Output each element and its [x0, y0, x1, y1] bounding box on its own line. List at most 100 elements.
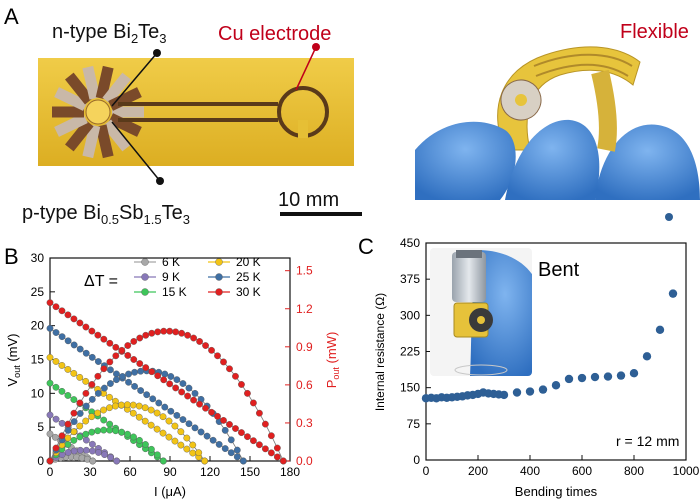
iv-power-point [95, 449, 102, 456]
iv-power-point [161, 370, 169, 378]
te-leg [108, 87, 142, 111]
iv-xtick-label: 0 [47, 465, 54, 479]
te-leg [82, 124, 101, 159]
ptype-pointer-dot [156, 177, 164, 185]
iv-voltage-point [227, 449, 235, 457]
iv-power-point [171, 422, 179, 430]
resistance-point [590, 372, 600, 382]
te-leg [102, 119, 131, 152]
iv-y2tick-label: 1.5 [296, 264, 313, 278]
iv-xtick-label: 60 [123, 465, 137, 479]
iv-power-point [82, 402, 90, 410]
iv-legend-label: 6 K [162, 255, 180, 269]
iv-series-group [46, 299, 287, 465]
iv-voltage-point [52, 358, 60, 365]
resistance-point [668, 289, 678, 298]
te-leg [95, 65, 114, 100]
iv-power-point [125, 370, 132, 378]
iv-voltage-point [106, 420, 114, 428]
iv-power-point [159, 457, 167, 465]
te-leg [54, 113, 88, 137]
iv-power-point [160, 327, 168, 335]
iv-power-point [136, 334, 144, 342]
iv-power-point [70, 447, 78, 455]
iv-voltage-point [94, 331, 102, 339]
iv-voltage-point [58, 387, 66, 395]
iv-ytick-label: 15 [31, 353, 45, 367]
iv-voltage-point [147, 421, 155, 429]
iv-power-point [94, 409, 101, 417]
iv-power-point [148, 329, 156, 337]
iv-ytick-label: 10 [31, 386, 45, 400]
resistance-xtick-label: 400 [520, 464, 540, 478]
ptype-mid2: Te [162, 202, 183, 224]
iv-power-point [94, 427, 102, 435]
iv-voltage-point [112, 343, 120, 351]
iv-voltage-point [184, 392, 192, 400]
resistance-ylabel: Internal resistance (Ω) [373, 293, 387, 411]
iv-power-point [179, 380, 187, 387]
iv-power-point [261, 420, 269, 428]
thermoelectric-legs [52, 65, 144, 159]
resistance-point [603, 372, 613, 381]
iv-legend-marker [141, 288, 149, 296]
iv-voltage-point [88, 353, 96, 361]
iv-voltage-point [167, 407, 175, 415]
iv-xtick-label: 150 [240, 465, 260, 479]
copper-leads [118, 102, 278, 122]
iv-power-point [184, 331, 192, 339]
iv-power-point [166, 327, 174, 335]
iv-power-point [117, 401, 125, 409]
ntype-sub2: 3 [159, 31, 166, 46]
iv-y2tick-label: 0.6 [296, 378, 313, 392]
iv-legend-label: 25 K [236, 270, 261, 284]
iv-power-point [113, 457, 121, 465]
te-leg [65, 72, 94, 105]
resistance-xtick-label: 1000 [673, 464, 700, 478]
iv-voltage-point [183, 445, 191, 453]
iv-xlabel: I (μA) [154, 484, 186, 499]
flexible-label: Flexible [620, 21, 689, 43]
iv-voltage-point [173, 412, 181, 419]
ntype-pointer-dot [153, 49, 161, 57]
iv-power-point [82, 446, 90, 454]
iv-power-point [52, 444, 60, 452]
iv-legend-label: 15 K [162, 285, 187, 299]
te-leg [65, 119, 94, 152]
iv-voltage-point [107, 366, 114, 374]
iv-power-point [178, 329, 186, 337]
iv-voltage-point [82, 349, 90, 357]
flexible-photo [415, 40, 700, 200]
iv-power-point [76, 399, 84, 407]
iv-ytick-label: 20 [31, 319, 45, 333]
iv-voltage-point [58, 333, 66, 341]
iv-voltage-point [214, 412, 221, 420]
iv-voltage-point [267, 449, 275, 457]
iv-voltage-point [76, 319, 84, 327]
iv-voltage-point [124, 352, 132, 359]
iv-power-point [177, 428, 185, 436]
iv-y2label-unit: (mW) [324, 332, 339, 367]
iv-voltage-point [82, 323, 90, 331]
cu-pointer-dot [312, 43, 320, 51]
iv-power-point [239, 457, 247, 465]
iv-power-point [100, 406, 107, 414]
iv-power-point [250, 399, 257, 407]
iv-voltage-point [197, 428, 205, 436]
iv-voltage-point [141, 417, 149, 425]
iv-xtick-label: 180 [280, 465, 300, 479]
iv-voltage-point [135, 413, 143, 421]
iv-power-point [112, 427, 120, 435]
iv-power-point [232, 372, 239, 380]
iv-voltage-point [172, 384, 180, 392]
iv-voltage-point [106, 393, 113, 401]
iv-voltage-point [88, 327, 96, 335]
iv-power-point [107, 380, 114, 387]
iv-voltage-point [177, 441, 185, 449]
iv-voltage-point [185, 420, 193, 428]
center-glove [505, 119, 600, 200]
iv-power-point [107, 454, 115, 461]
iv-voltage-point [113, 370, 120, 378]
iv-power-point [135, 402, 143, 410]
resistance-point [525, 387, 535, 396]
